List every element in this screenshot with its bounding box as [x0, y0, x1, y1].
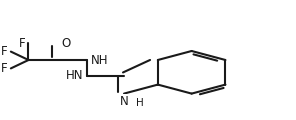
Text: H: H [136, 98, 144, 108]
Text: F: F [1, 45, 8, 58]
Text: F: F [1, 62, 8, 75]
Text: N: N [120, 95, 128, 108]
Text: O: O [61, 37, 71, 50]
Text: NH: NH [91, 54, 108, 66]
Text: F: F [19, 37, 25, 50]
Text: HN: HN [66, 69, 84, 82]
